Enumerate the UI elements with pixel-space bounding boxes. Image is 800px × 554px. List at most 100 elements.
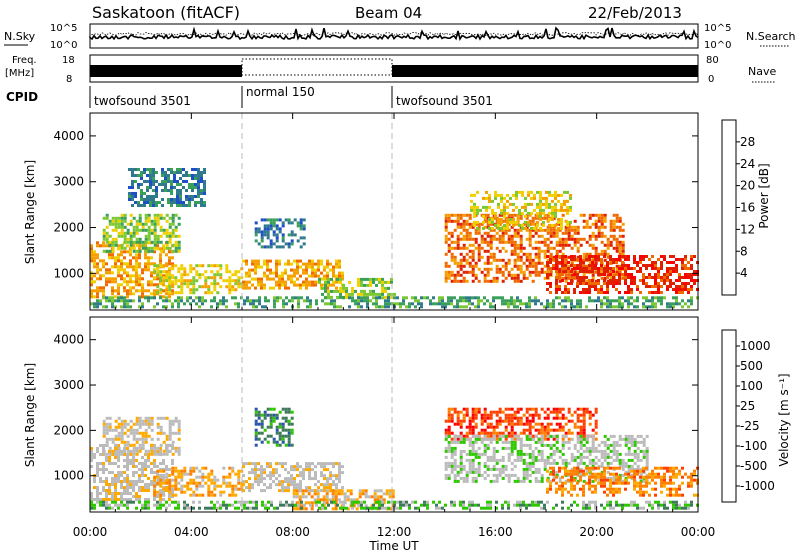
velocity-cell xyxy=(531,419,535,423)
velocity-cell xyxy=(600,470,604,474)
velocity-cell xyxy=(204,466,208,470)
power-cell xyxy=(210,276,214,280)
power-cell xyxy=(606,240,610,244)
power-cell xyxy=(492,234,496,238)
power-cell xyxy=(321,292,324,296)
power-cell xyxy=(501,264,505,268)
velocity-cell xyxy=(465,470,469,474)
power-cell xyxy=(567,234,571,238)
velocity-cell xyxy=(260,474,263,478)
velocity-cell xyxy=(320,474,323,478)
velocity-cell xyxy=(159,481,163,485)
power-cell xyxy=(384,280,387,284)
velocity-cell xyxy=(296,483,299,487)
power-cell xyxy=(542,211,545,215)
power-cell xyxy=(540,267,544,271)
power-cell xyxy=(549,291,552,294)
power-cell xyxy=(123,268,126,272)
power-cell xyxy=(195,302,198,306)
velocity-cell xyxy=(444,437,448,441)
power-cell xyxy=(342,283,345,287)
power-cell xyxy=(566,199,569,203)
power-cell xyxy=(237,305,240,309)
velocity-cell xyxy=(153,444,156,447)
power-cell xyxy=(594,246,598,250)
power-cell xyxy=(123,289,126,293)
power-cell xyxy=(597,231,601,235)
power-cell xyxy=(99,259,102,263)
power-cell xyxy=(326,283,329,287)
power-cell xyxy=(657,296,660,300)
power-cell xyxy=(531,279,535,283)
velocity-cell xyxy=(293,480,296,484)
velocity-cell xyxy=(477,464,481,468)
velocity-cell xyxy=(159,452,163,456)
velocity-cell xyxy=(480,428,484,432)
power-cell xyxy=(627,302,630,306)
velocity-cell xyxy=(567,446,571,450)
power-colorbar-tick-label: 16 xyxy=(740,201,755,215)
power-cell xyxy=(447,270,451,274)
velocity-cell xyxy=(275,440,279,444)
velocity-cell xyxy=(117,459,120,462)
power-cell xyxy=(156,277,159,281)
power-cell xyxy=(210,299,213,303)
power-cell xyxy=(495,276,499,280)
power-cell xyxy=(102,305,105,309)
power-cell xyxy=(494,211,497,215)
velocity-cell xyxy=(519,443,523,447)
velocity-cell xyxy=(525,470,529,474)
power-cell xyxy=(179,177,182,180)
velocity-cell xyxy=(275,471,278,475)
power-cell xyxy=(254,230,258,234)
power-cell xyxy=(263,227,267,231)
velocity-cell xyxy=(444,464,448,468)
velocity-cell xyxy=(465,437,469,441)
power-cell xyxy=(183,302,186,306)
velocity-cell xyxy=(114,486,117,489)
velocity-cell xyxy=(287,477,290,481)
power-cell xyxy=(536,214,539,218)
velocity-cell xyxy=(450,407,454,411)
power-cell xyxy=(332,283,335,287)
velocity-cell xyxy=(486,473,490,477)
power-cell xyxy=(573,225,577,229)
power-cell xyxy=(489,228,493,232)
velocity-cell xyxy=(588,434,592,438)
velocity-cell xyxy=(561,428,565,432)
power-cell xyxy=(333,289,336,293)
velocity-cell xyxy=(477,431,481,435)
velocity-cell xyxy=(269,422,273,426)
velocity-cell xyxy=(296,474,299,478)
power-cell xyxy=(648,291,651,294)
power-cell xyxy=(597,282,600,285)
velocity-cell xyxy=(308,486,311,490)
power-cell xyxy=(618,267,621,270)
power-cell xyxy=(573,243,577,247)
velocity-cell xyxy=(582,437,586,441)
power-cell xyxy=(111,222,115,226)
power-cell xyxy=(269,245,273,249)
power-cell xyxy=(488,196,491,200)
power-cell xyxy=(528,252,532,256)
velocity-cell xyxy=(477,470,481,474)
power-cell xyxy=(282,302,285,306)
velocity-cell xyxy=(96,474,99,477)
velocity-cell xyxy=(269,419,273,423)
power-cell xyxy=(444,252,448,256)
power-cell xyxy=(191,168,194,171)
velocity-cell xyxy=(453,410,457,414)
velocity-cell xyxy=(165,437,169,441)
power-cell xyxy=(557,217,560,221)
power-cell xyxy=(393,302,396,306)
power-cell xyxy=(266,218,270,222)
power-cell xyxy=(476,220,479,224)
velocity-cell xyxy=(251,483,254,487)
velocity-cell xyxy=(153,484,157,488)
power-cell xyxy=(693,255,696,258)
power-cell xyxy=(627,255,630,258)
velocity-cell xyxy=(126,465,129,468)
velocity-cell xyxy=(534,410,538,414)
velocity-cell xyxy=(159,490,163,494)
power-cell xyxy=(128,186,131,189)
